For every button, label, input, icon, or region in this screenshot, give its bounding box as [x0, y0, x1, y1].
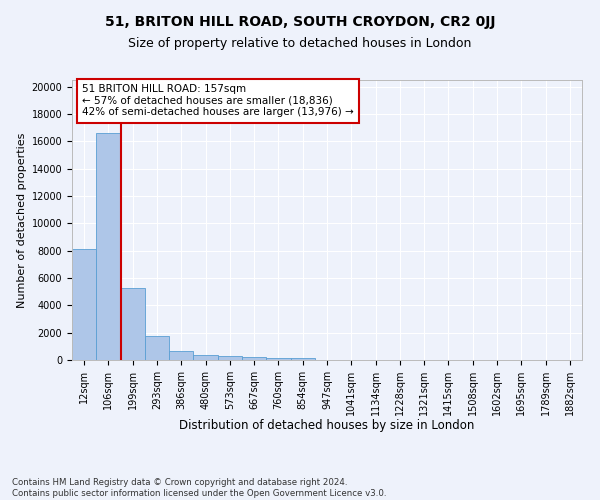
Bar: [290, 358, 315, 360]
Bar: [169, 350, 193, 360]
Bar: [218, 356, 242, 360]
Bar: [145, 336, 169, 360]
Text: 51 BRITON HILL ROAD: 157sqm
← 57% of detached houses are smaller (18,836)
42% of: 51 BRITON HILL ROAD: 157sqm ← 57% of det…: [82, 84, 354, 117]
Bar: [72, 250, 96, 360]
Text: 51, BRITON HILL ROAD, SOUTH CROYDON, CR2 0JJ: 51, BRITON HILL ROAD, SOUTH CROYDON, CR2…: [105, 15, 495, 29]
Bar: [242, 357, 266, 360]
Bar: [121, 288, 145, 360]
Y-axis label: Number of detached properties: Number of detached properties: [17, 132, 28, 308]
Text: Size of property relative to detached houses in London: Size of property relative to detached ho…: [128, 38, 472, 51]
Bar: [193, 355, 218, 360]
X-axis label: Distribution of detached houses by size in London: Distribution of detached houses by size …: [179, 420, 475, 432]
Bar: [266, 358, 290, 360]
Text: Contains HM Land Registry data © Crown copyright and database right 2024.
Contai: Contains HM Land Registry data © Crown c…: [12, 478, 386, 498]
Bar: [96, 134, 121, 360]
